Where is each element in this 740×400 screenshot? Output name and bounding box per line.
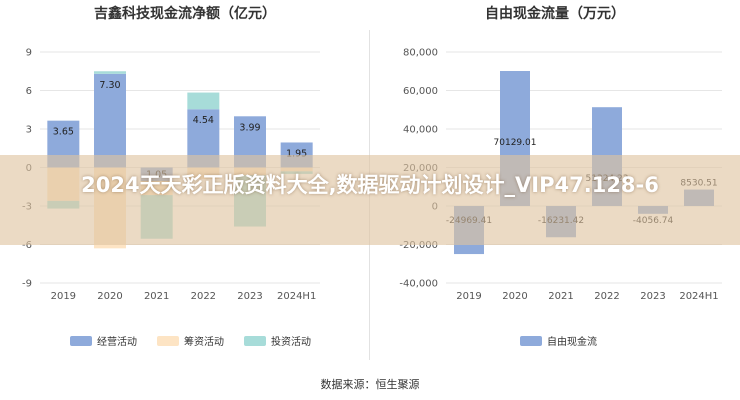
left-x-tick-label: 2020 <box>97 291 122 302</box>
legend-swatch <box>520 335 542 346</box>
left-chart-title: 吉鑫科技现金流净额（亿元） <box>94 6 276 22</box>
legend-label: 经营活动 <box>97 337 137 348</box>
right-x-tick-label: 2021 <box>548 291 573 302</box>
left-x-tick-label: 2019 <box>51 291 76 302</box>
left-y-tick-label: -9 <box>22 279 32 290</box>
left-data-label: 3.65 <box>53 127 74 138</box>
legend-label: 投资活动 <box>271 337 311 348</box>
right-chart-legend: 自由现金流 <box>520 333 611 348</box>
left-y-tick-label: 9 <box>26 48 32 59</box>
left-legend-item[interactable]: 筹资活动 <box>157 333 224 348</box>
left-x-tick-label: 2022 <box>191 291 216 302</box>
right-legend-item[interactable]: 自由现金流 <box>520 333 597 348</box>
right-x-tick-label: 2022 <box>594 291 619 302</box>
left-data-label: 3.99 <box>239 122 260 133</box>
left-bar-investing <box>187 92 220 110</box>
right-y-tick-label: -40,000 <box>399 279 438 290</box>
left-y-tick-label: 6 <box>26 86 32 97</box>
right-y-tick-label: 60,000 <box>403 86 438 97</box>
left-legend-item[interactable]: 投资活动 <box>244 333 311 348</box>
legend-label: 自由现金流 <box>547 337 597 348</box>
legend-label: 筹资活动 <box>184 337 224 348</box>
right-data-label: 70129.01 <box>494 138 537 148</box>
right-y-tick-label: -20,000 <box>399 240 438 251</box>
left-y-tick-label: 3 <box>26 125 32 136</box>
left-x-tick-label: 2021 <box>144 291 169 302</box>
left-data-label: 4.54 <box>193 115 214 126</box>
right-y-tick-label: 80,000 <box>403 48 438 59</box>
left-bar-investing <box>94 71 126 74</box>
left-y-tick-label: -6 <box>22 240 32 251</box>
left-legend-item[interactable]: 经营活动 <box>70 333 137 348</box>
right-y-tick-label: 40,000 <box>403 125 438 136</box>
watermark-text: 2024天天彩正版资料大全,数据驱动计划设计_VIP47.128-6 <box>81 173 659 197</box>
left-chart-legend: 经营活动 筹资活动 投资活动 <box>70 333 325 348</box>
data-source: 数据来源：恒生聚源 <box>320 378 420 391</box>
left-bar-operating <box>94 73 126 168</box>
left-x-tick-label: 2024H1 <box>277 291 316 302</box>
right-x-tick-label: 2019 <box>456 291 481 302</box>
left-data-label: 7.30 <box>99 80 120 91</box>
right-chart-title: 自由现金流量（万元） <box>485 6 625 22</box>
right-x-tick-label: 2020 <box>502 291 527 302</box>
right-x-tick-label: 2024H1 <box>679 291 718 302</box>
legend-swatch <box>244 335 266 346</box>
right-x-tick-label: 2023 <box>640 291 665 302</box>
legend-swatch <box>157 335 179 346</box>
left-x-tick-label: 2023 <box>237 291 262 302</box>
legend-swatch <box>70 335 92 346</box>
left-data-label: 1.95 <box>286 148 307 159</box>
watermark-band <box>0 155 740 245</box>
